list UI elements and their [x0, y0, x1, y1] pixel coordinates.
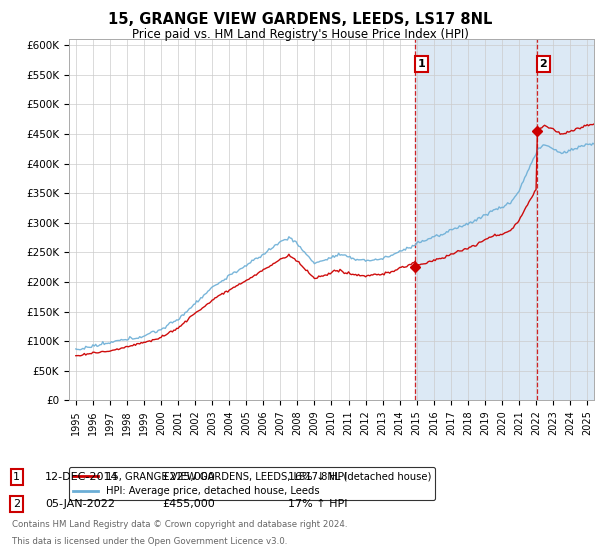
- Text: This data is licensed under the Open Government Licence v3.0.: This data is licensed under the Open Gov…: [12, 537, 287, 546]
- Text: Contains HM Land Registry data © Crown copyright and database right 2024.: Contains HM Land Registry data © Crown c…: [12, 520, 347, 529]
- Bar: [415, 39, 596, 400]
- Text: 17% ↑ HPI: 17% ↑ HPI: [288, 499, 347, 509]
- Text: 12-DEC-2014: 12-DEC-2014: [45, 472, 119, 482]
- Text: £225,000: £225,000: [162, 472, 215, 482]
- Text: 1: 1: [13, 472, 20, 482]
- Text: Price paid vs. HM Land Registry's House Price Index (HPI): Price paid vs. HM Land Registry's House …: [131, 28, 469, 41]
- Legend: 15, GRANGE VIEW GARDENS, LEEDS, LS17 8NL (detached house), HPI: Average price, d: 15, GRANGE VIEW GARDENS, LEEDS, LS17 8NL…: [69, 467, 436, 500]
- Text: 05-JAN-2022: 05-JAN-2022: [45, 499, 115, 509]
- Text: 15, GRANGE VIEW GARDENS, LEEDS, LS17 8NL: 15, GRANGE VIEW GARDENS, LEEDS, LS17 8NL: [108, 12, 492, 27]
- Text: 1: 1: [418, 59, 425, 69]
- Text: 2: 2: [539, 59, 547, 69]
- Text: 16% ↓ HPI: 16% ↓ HPI: [288, 472, 347, 482]
- Text: £455,000: £455,000: [162, 499, 215, 509]
- Text: 2: 2: [13, 499, 20, 509]
